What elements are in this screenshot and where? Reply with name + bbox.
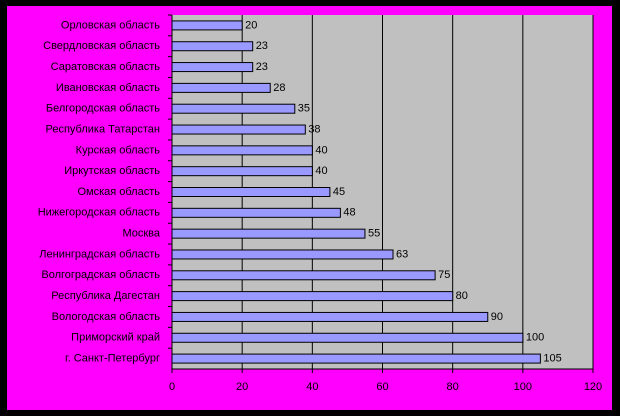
data-label: 100 xyxy=(526,332,544,344)
bar xyxy=(171,270,436,281)
data-label: 45 xyxy=(333,186,345,198)
bar xyxy=(171,20,243,31)
bar xyxy=(171,291,454,302)
bar xyxy=(171,103,296,114)
x-tick-label: 120 xyxy=(584,381,602,393)
bar xyxy=(171,124,306,135)
y-tick-label: Курская область xyxy=(76,144,161,156)
y-tick-label: Приморский край xyxy=(71,332,160,344)
y-tick-label: Республика Дагестан xyxy=(51,290,160,302)
bar xyxy=(171,207,341,218)
y-tick-label: Москва xyxy=(122,228,160,240)
data-label: 40 xyxy=(315,144,327,156)
x-tick-label: 60 xyxy=(376,381,388,393)
y-tick-label: Ленинградская область xyxy=(39,248,160,260)
data-label: 28 xyxy=(273,82,285,94)
bar xyxy=(171,249,394,260)
y-tick-label: Белгородская область xyxy=(46,103,160,115)
y-tick-label: Ивановская область xyxy=(56,82,160,94)
y-tick-label: Свердловская область xyxy=(43,40,160,52)
y-tick-label: Волгоградская область xyxy=(41,269,160,281)
data-label: 90 xyxy=(491,311,503,323)
bar xyxy=(171,353,541,364)
data-label: 75 xyxy=(438,269,450,281)
bar xyxy=(171,311,489,322)
bar xyxy=(171,228,366,239)
data-label: 20 xyxy=(245,19,257,31)
y-tick-label: Орловская область xyxy=(61,19,160,31)
bar xyxy=(171,166,313,177)
bar xyxy=(171,62,254,73)
x-tick-label: 80 xyxy=(447,381,459,393)
x-tick-label: 20 xyxy=(236,381,248,393)
y-tick-label: Республика Татарстан xyxy=(45,123,160,135)
data-label: 80 xyxy=(456,290,468,302)
data-label: 48 xyxy=(343,207,355,219)
data-label: 23 xyxy=(256,61,268,73)
y-tick-label: Нижегородская область xyxy=(38,207,161,219)
data-label: 55 xyxy=(368,228,380,240)
bar xyxy=(171,82,271,93)
y-tick-label: Омская область xyxy=(77,186,160,198)
y-tick-label: Вологодская область xyxy=(52,311,161,323)
y-tick-label: Саратовская область xyxy=(51,61,161,73)
y-tick-label: г. Санкт-Петербург xyxy=(65,352,160,364)
data-label: 63 xyxy=(396,248,408,260)
data-label: 40 xyxy=(315,165,327,177)
data-label: 23 xyxy=(256,40,268,52)
x-tick-label: 40 xyxy=(306,381,318,393)
data-label: 35 xyxy=(298,103,310,115)
x-tick-label: 0 xyxy=(169,381,175,393)
bar xyxy=(171,332,524,343)
y-tick-label: Иркутская область xyxy=(64,165,160,177)
bar xyxy=(171,41,254,52)
bar xyxy=(171,187,331,197)
data-label: 105 xyxy=(543,352,561,364)
bar xyxy=(171,145,313,156)
x-tick-label: 100 xyxy=(514,381,532,393)
data-label: 38 xyxy=(308,123,320,135)
